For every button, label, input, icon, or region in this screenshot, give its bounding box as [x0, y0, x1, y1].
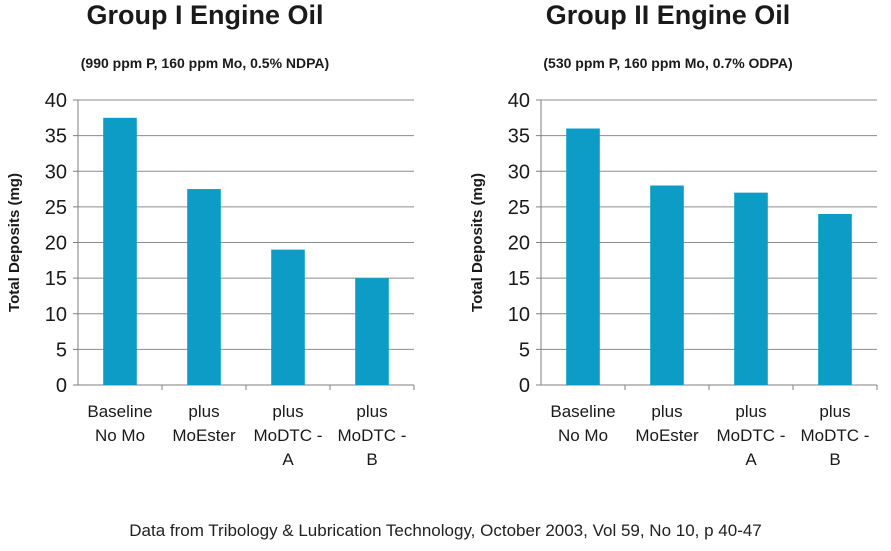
bar — [187, 189, 221, 385]
y-tick-label: 20 — [508, 233, 530, 255]
x-tick-label: plus MoDTC -A — [717, 402, 786, 469]
y-tick-label: 5 — [56, 339, 67, 361]
chart-group-1: Group I Engine Oil (990 ppm P, 160 ppm M… — [0, 0, 440, 500]
source-note: Data from Tribology & Lubrication Techno… — [129, 521, 762, 540]
y-tick-label: 25 — [508, 197, 530, 219]
bar — [355, 278, 389, 385]
y-axis-title: Total Deposits (mg) — [6, 173, 23, 312]
chart-group-2: Group II Engine Oil (530 ppm P, 160 ppm … — [463, 0, 891, 500]
y-tick-label: 10 — [508, 304, 530, 326]
x-tick-label: plus MoDTC -A — [254, 402, 323, 469]
x-tick-label: plus MoEster — [635, 402, 699, 445]
y-tick-label: 40 — [45, 90, 67, 112]
y-tick-label: 10 — [45, 304, 67, 326]
y-tick-label: 30 — [45, 161, 67, 183]
bar-chart-plot: 0 5 10 15 20 25 30 35 40 Baseline No Mo plus MoEster… — [6, 90, 415, 469]
bar — [271, 249, 305, 385]
bar — [103, 117, 137, 385]
y-tick-label: 15 — [45, 268, 67, 290]
y-tick-label: 35 — [45, 126, 67, 148]
y-tick-label: 25 — [45, 197, 67, 219]
x-tick-label: plus MoDTC -B — [801, 402, 870, 469]
y-tick-label: 30 — [508, 161, 530, 183]
y-tick-label: 40 — [508, 90, 530, 112]
bar — [734, 192, 768, 385]
x-tick-label: plus MoDTC -B — [338, 402, 407, 469]
chart-title: Group I Engine Oil — [86, 0, 324, 30]
x-tick-label: Baseline No Mo — [87, 402, 152, 445]
y-tick-label: 15 — [508, 268, 530, 290]
bar-chart-plot: 0 5 10 15 20 25 30 35 40 Baseline No Mo plus MoEster… — [469, 90, 878, 469]
y-tick-label: 0 — [519, 375, 530, 397]
bar — [650, 185, 684, 385]
y-tick-label: 35 — [508, 126, 530, 148]
x-tick-label: plus MoEster — [172, 402, 236, 445]
bar — [818, 214, 852, 385]
x-tick-label: Baseline No Mo — [550, 402, 615, 445]
y-tick-label: 20 — [45, 233, 67, 255]
chart-subtitle: (530 ppm P, 160 ppm Mo, 0.7% ODPA) — [543, 55, 793, 71]
bar — [566, 128, 600, 385]
chart-subtitle: (990 ppm P, 160 ppm Mo, 0.5% NDPA) — [80, 55, 330, 71]
y-tick-label: 5 — [519, 339, 530, 361]
y-axis-title: Total Deposits (mg) — [469, 173, 486, 312]
chart-title: Group II Engine Oil — [545, 0, 791, 30]
y-tick-label: 0 — [56, 375, 67, 397]
